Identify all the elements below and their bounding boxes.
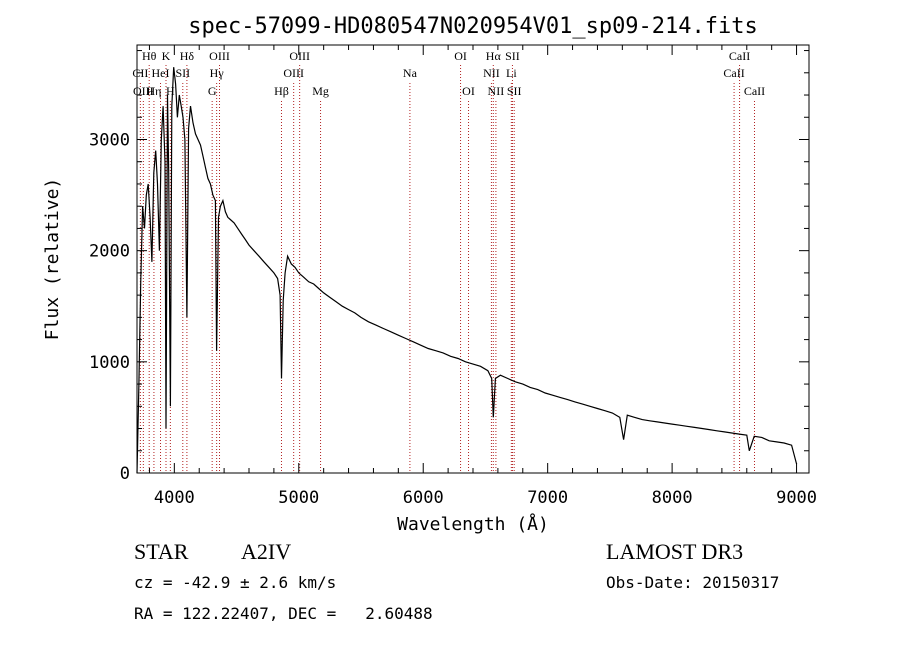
x-tick-label: 4000 xyxy=(154,488,195,508)
y-tick-label: 3000 xyxy=(89,130,130,150)
line-label: SII xyxy=(175,66,190,80)
spectrum-line xyxy=(136,67,798,474)
line-label: CaII xyxy=(744,84,765,98)
line-label: Hδ xyxy=(180,49,195,63)
line-label: OIII xyxy=(289,49,310,63)
chart-title: spec-57099-HD080547N020954V01_sp09-214.f… xyxy=(188,14,758,39)
y-tick-label: 2000 xyxy=(89,242,130,262)
object-class: STAR xyxy=(134,539,189,564)
line-label: OIII xyxy=(209,49,230,63)
obs-date-text: Obs-Date: 20150317 xyxy=(606,573,780,592)
x-tick-label: 8000 xyxy=(652,488,693,508)
line-label: Hα xyxy=(486,49,502,63)
x-tick-label: 9000 xyxy=(776,488,817,508)
line-label: OIII xyxy=(133,84,154,98)
spectrum-group xyxy=(136,67,798,474)
line-label: HeI xyxy=(152,66,170,80)
line-label: OIII xyxy=(283,66,304,80)
y-axis-label: Flux (relative) xyxy=(42,178,63,341)
line-label: H xyxy=(166,84,175,98)
line-label: OI xyxy=(454,49,467,63)
x-tick-label: 7000 xyxy=(527,488,568,508)
line-label: K xyxy=(162,49,171,63)
line-label: Hθ xyxy=(142,49,157,63)
y-tick-label: 0 xyxy=(120,464,130,484)
line-label: SII xyxy=(507,84,522,98)
line-label: CaII xyxy=(723,66,744,80)
plot-frame xyxy=(136,44,810,474)
survey-name: LAMOST DR3 xyxy=(606,539,744,564)
line-label: OI xyxy=(462,84,475,98)
line-label: SII xyxy=(505,49,520,63)
x-tick-label: 6000 xyxy=(403,488,444,508)
line-label: Hη xyxy=(146,84,161,98)
object-subclass: A2IV xyxy=(241,539,292,564)
line-label: CaII xyxy=(729,49,750,63)
line-label: G xyxy=(208,84,217,98)
axis-ticks: 4000 5000 6000 7000 8000 9000 0 1000 2000 3000 xyxy=(89,45,817,508)
line-label: CII xyxy=(132,66,148,80)
line-label: Li xyxy=(506,66,517,80)
x-axis-label: Wavelength (Å) xyxy=(397,513,549,535)
line-label: Hγ xyxy=(210,66,225,80)
line-label: Hβ xyxy=(274,84,289,98)
line-label: Mg xyxy=(312,84,329,98)
line-markers-group xyxy=(139,65,755,473)
line-label: NII xyxy=(483,66,500,80)
coordinates-text: RA = 122.22407, DEC = 2.60488 xyxy=(134,604,433,623)
y-tick-label: 1000 xyxy=(89,353,130,373)
x-tick-label: 5000 xyxy=(278,488,319,508)
line-label: NII xyxy=(488,84,505,98)
line-label: Na xyxy=(403,66,418,80)
redshift-text: cz = -42.9 ± 2.6 km/s xyxy=(134,573,337,592)
